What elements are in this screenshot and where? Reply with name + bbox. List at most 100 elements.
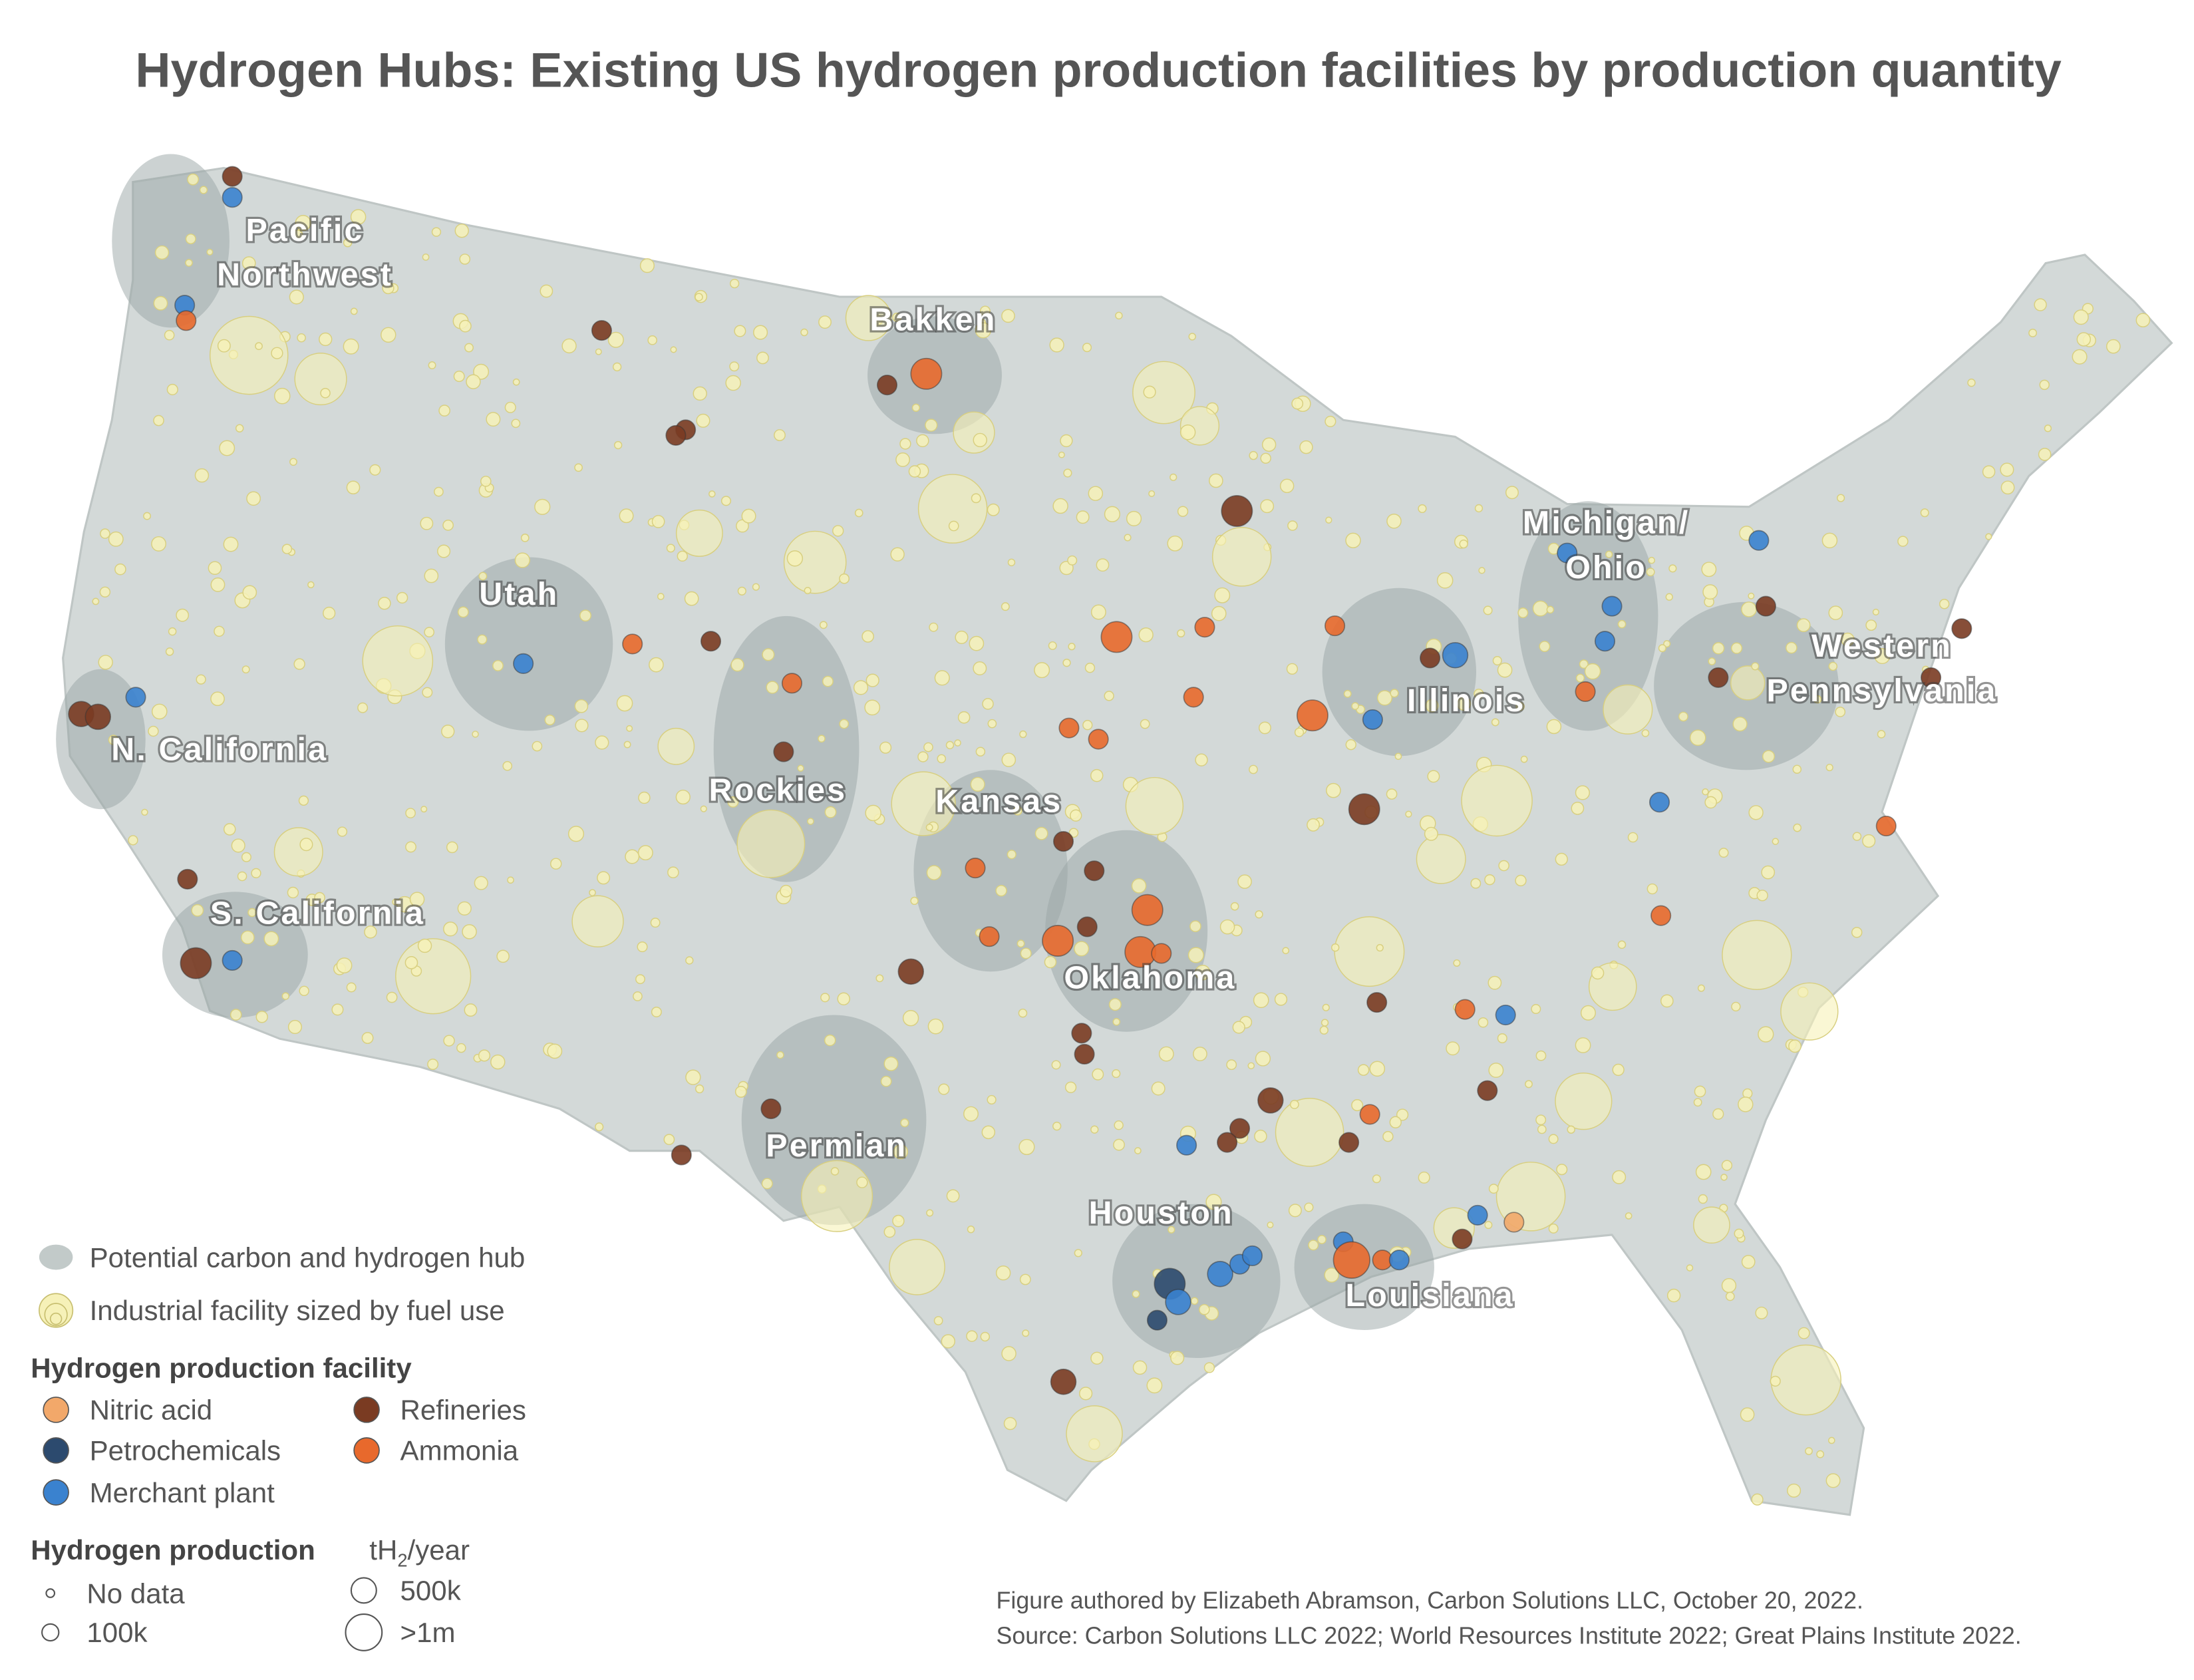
industrial-facility bbox=[496, 949, 510, 963]
industrial-facility bbox=[1125, 776, 1184, 836]
industrial-facility bbox=[651, 1006, 662, 1018]
industrial-facility bbox=[561, 338, 577, 354]
industrial-facility bbox=[1219, 919, 1235, 935]
industrial-facility bbox=[1019, 1273, 1031, 1285]
industrial-facility bbox=[1424, 826, 1438, 841]
industrial-facility bbox=[902, 1010, 919, 1027]
hub-area bbox=[444, 557, 613, 731]
industrial-facility bbox=[865, 673, 879, 687]
industrial-facility bbox=[1249, 764, 1258, 774]
industrial-facility bbox=[1013, 806, 1022, 816]
hydrogen-facility bbox=[1221, 495, 1253, 528]
industrial-facility bbox=[534, 498, 551, 515]
industrial-facility bbox=[708, 490, 716, 498]
industrial-facility bbox=[1064, 1081, 1077, 1093]
industrial-facility bbox=[1190, 1297, 1199, 1305]
industrial-facility bbox=[1787, 1483, 1802, 1498]
legend-production-unit: tH2/year bbox=[369, 1534, 470, 1571]
industrial-facility bbox=[185, 234, 196, 245]
industrial-facility bbox=[1571, 801, 1585, 815]
industrial-facility bbox=[879, 741, 892, 754]
industrial-facility bbox=[357, 702, 369, 713]
industrial-facility bbox=[693, 386, 707, 401]
industrial-facility bbox=[1260, 499, 1275, 514]
industrial-facility bbox=[1982, 465, 1996, 478]
industrial-facility bbox=[478, 572, 488, 581]
industrial-facility bbox=[574, 699, 589, 713]
industrial-facility bbox=[255, 1011, 268, 1023]
industrial-facility bbox=[289, 458, 297, 466]
industrial-facility bbox=[369, 464, 381, 476]
industrial-facility bbox=[1143, 385, 1156, 399]
industrial-facility bbox=[1124, 534, 1132, 542]
industrial-facility bbox=[822, 675, 834, 687]
industrial-facility bbox=[1605, 550, 1613, 558]
hydrogen-facility bbox=[222, 949, 243, 971]
industrial-facility bbox=[1096, 558, 1110, 572]
industrial-facility bbox=[1474, 689, 1484, 699]
industrial-facility bbox=[299, 985, 309, 997]
industrial-facility bbox=[752, 583, 760, 591]
hydrogen-facility bbox=[1708, 667, 1729, 688]
industrial-facility bbox=[507, 876, 514, 884]
industrial-facility bbox=[464, 1003, 478, 1017]
hydrogen-facility bbox=[222, 187, 243, 208]
industrial-facility bbox=[1668, 564, 1677, 573]
industrial-facility bbox=[1865, 619, 1877, 631]
industrial-facility bbox=[945, 741, 955, 750]
industrial-facility bbox=[223, 536, 239, 552]
industrial-facility bbox=[1187, 947, 1204, 963]
industrial-facility bbox=[1308, 1240, 1319, 1251]
industrial-facility bbox=[1742, 1088, 1753, 1099]
industrial-facility bbox=[1324, 1267, 1339, 1283]
hydrogen-facility bbox=[876, 375, 898, 396]
industrial-facility bbox=[1299, 440, 1313, 454]
legend-size-swatch bbox=[350, 1577, 377, 1604]
industrial-facility bbox=[442, 519, 454, 531]
industrial-facility bbox=[1828, 661, 1838, 671]
industrial-facility bbox=[1019, 730, 1027, 739]
industrial-facility bbox=[1416, 834, 1466, 884]
hydrogen-facility bbox=[1495, 1004, 1516, 1026]
hydrogen-facility bbox=[665, 424, 687, 446]
hydrogen-facility bbox=[84, 703, 112, 731]
industrial-facility bbox=[953, 411, 995, 454]
industrial-facility bbox=[343, 238, 353, 248]
industrial-facility bbox=[1532, 600, 1549, 617]
industrial-facility bbox=[1612, 1063, 1625, 1077]
industrial-facility bbox=[839, 719, 850, 729]
industrial-facility bbox=[1138, 627, 1154, 643]
industrial-facility bbox=[405, 808, 416, 818]
industrial-facility bbox=[970, 776, 985, 792]
industrial-facility bbox=[154, 245, 170, 260]
industrial-facility bbox=[1694, 1085, 1706, 1098]
legend-facility-label: Refineries bbox=[400, 1395, 526, 1426]
industrial-facility bbox=[472, 731, 479, 738]
industrial-facility bbox=[1738, 1096, 1754, 1112]
industrial-facility bbox=[616, 695, 633, 712]
industrial-facility bbox=[1322, 1003, 1330, 1011]
legend-facility-swatch bbox=[353, 1397, 380, 1423]
industrial-facility bbox=[832, 525, 844, 537]
industrial-facility bbox=[657, 727, 695, 765]
industrial-facility bbox=[1189, 920, 1201, 932]
industrial-facility bbox=[927, 1018, 944, 1035]
industrial-facility bbox=[1535, 1114, 1547, 1126]
industrial-facility bbox=[271, 347, 283, 359]
industrial-facility bbox=[2038, 448, 2052, 461]
industrial-facility bbox=[1279, 478, 1295, 494]
industrial-facility bbox=[1390, 689, 1399, 698]
industrial-facility bbox=[1678, 711, 1688, 722]
industrial-facility bbox=[1114, 1120, 1124, 1130]
industrial-facility bbox=[1275, 1098, 1344, 1167]
industrial-facility bbox=[1548, 1134, 1559, 1144]
industrial-facility bbox=[206, 248, 214, 255]
industrial-facility bbox=[477, 634, 488, 645]
industrial-facility bbox=[667, 866, 679, 879]
industrial-facility bbox=[255, 342, 263, 351]
industrial-facility bbox=[1211, 605, 1227, 621]
industrial-facility bbox=[1082, 343, 1092, 353]
hydrogen-facility bbox=[773, 741, 794, 762]
industrial-facility bbox=[1074, 941, 1090, 957]
